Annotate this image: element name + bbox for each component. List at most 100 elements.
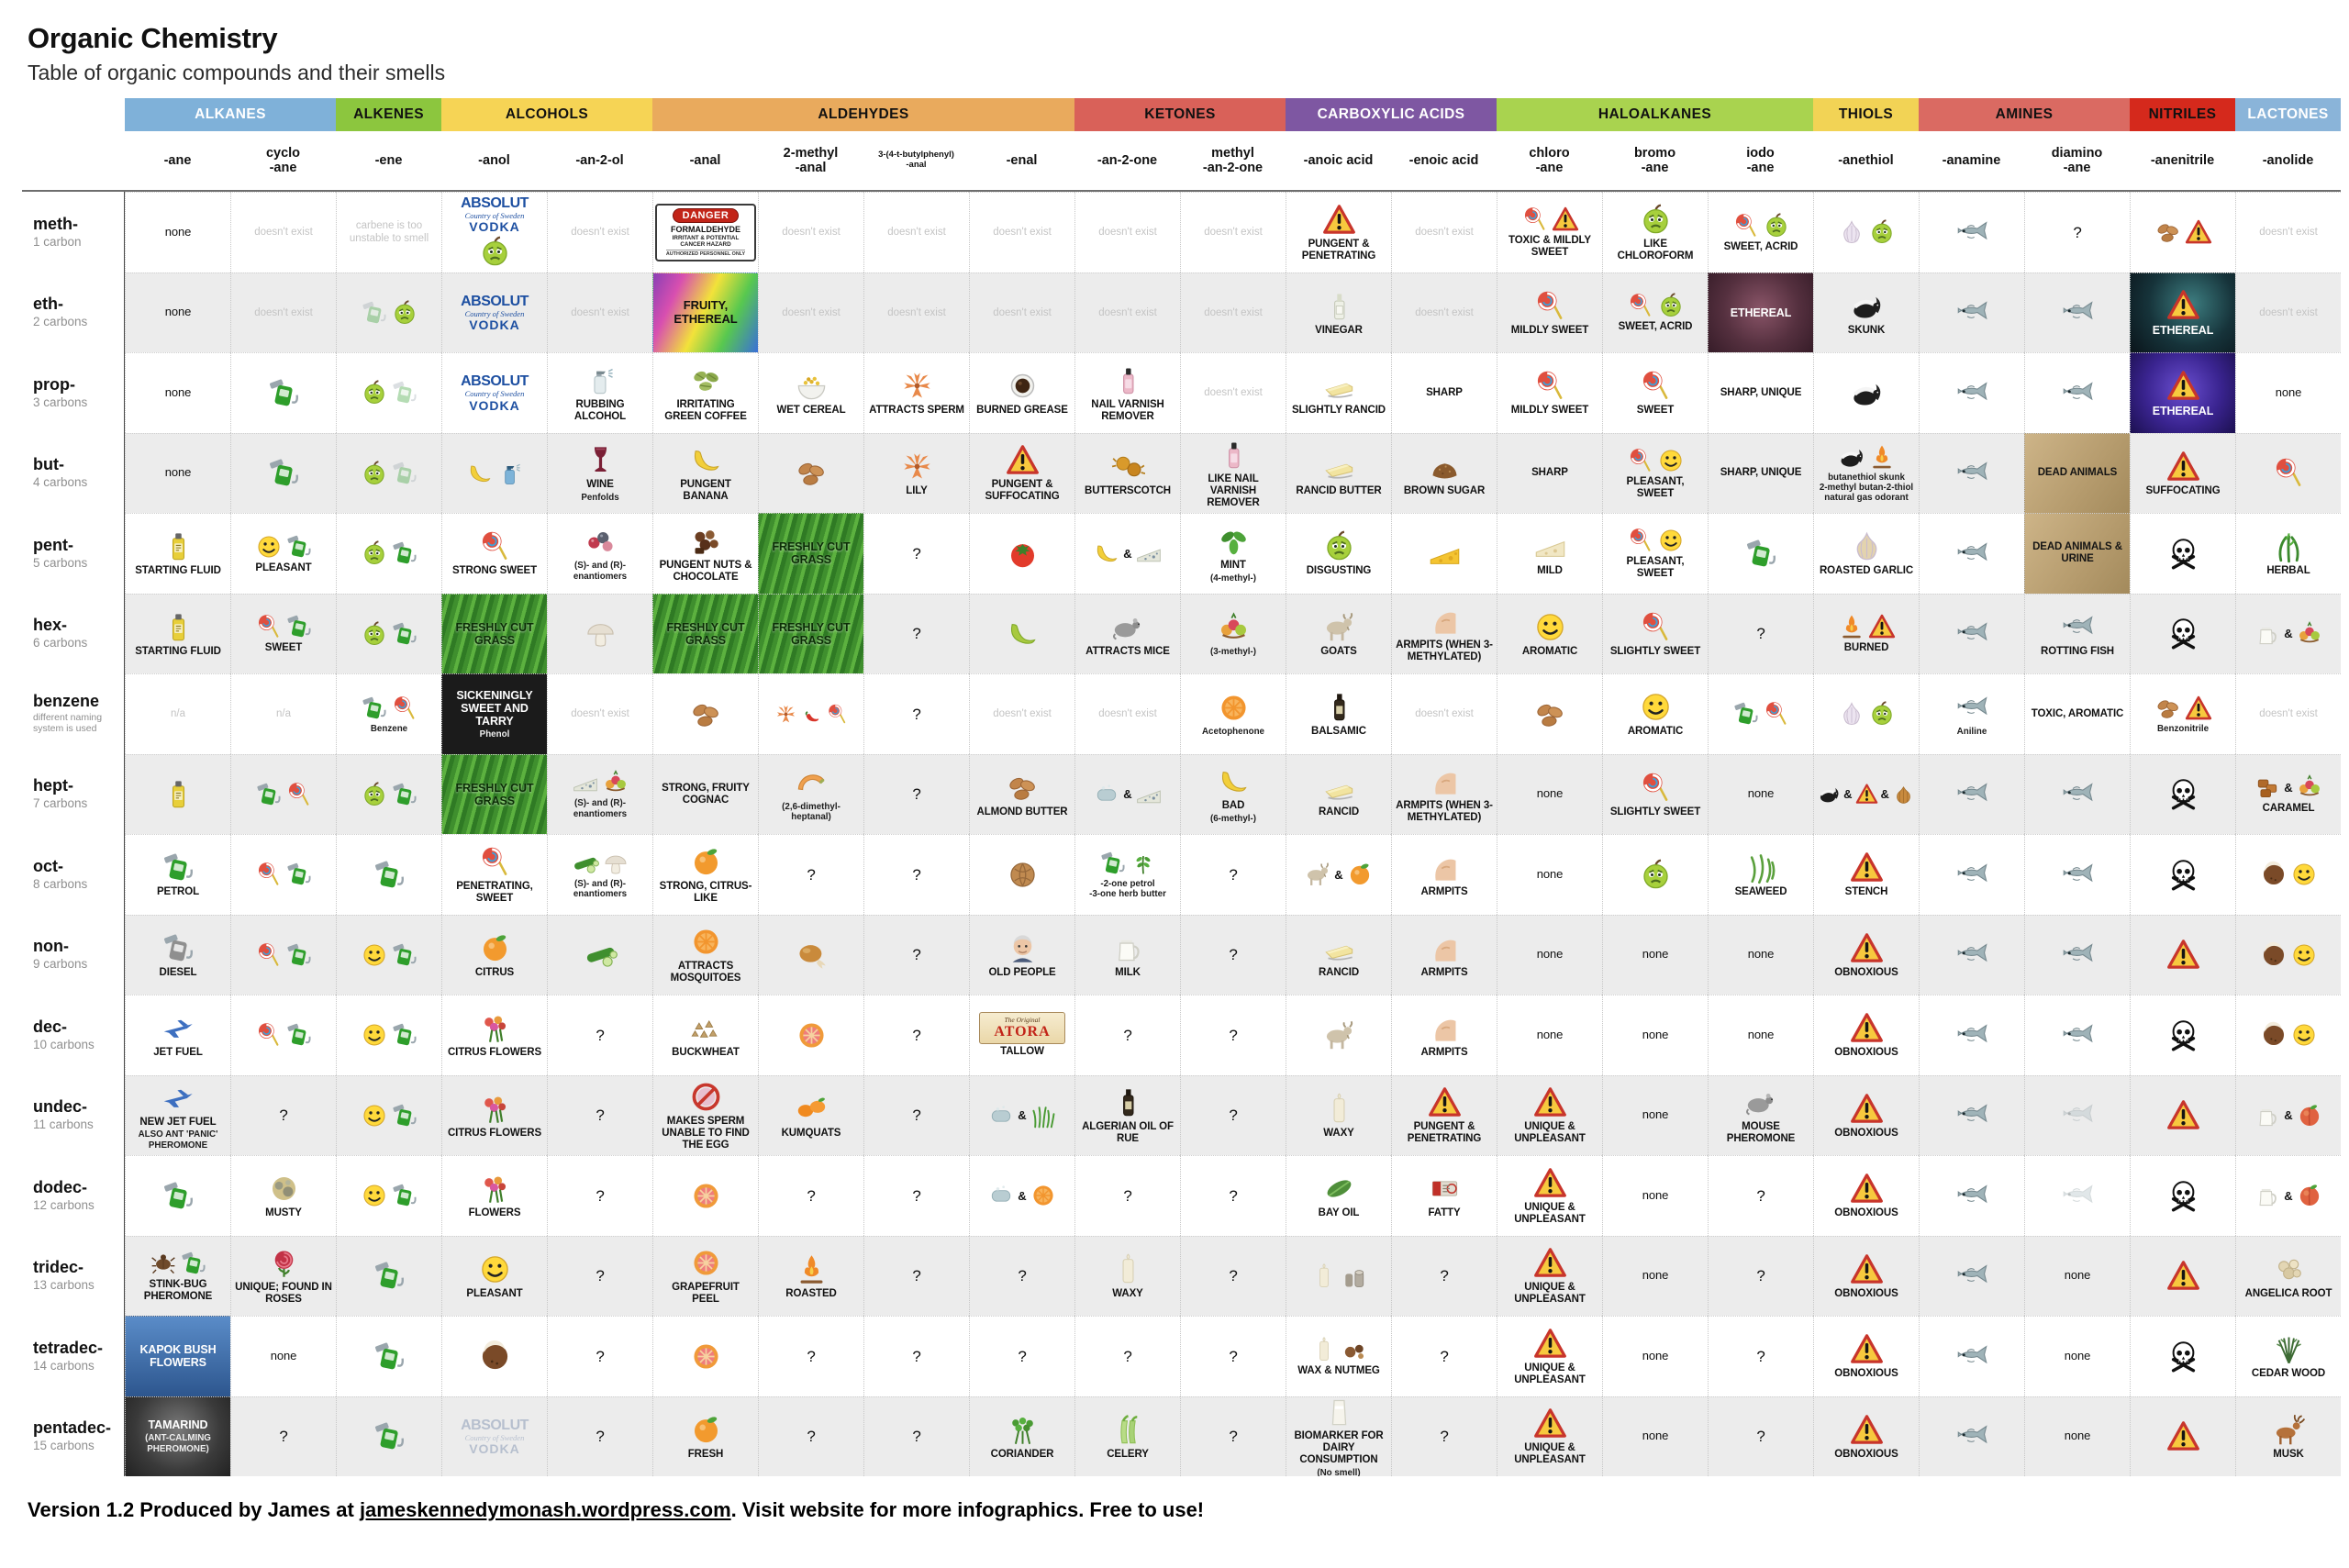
- skull-icon: [2166, 617, 2200, 651]
- cell-dec-ane: JET FUEL: [125, 995, 230, 1075]
- row-label-but: but- 4 carbons: [22, 432, 125, 513]
- cell-tetradec-2-methyl-anal: ?: [758, 1316, 863, 1396]
- cell-but-anal: PUNGENT BANANA: [652, 432, 758, 513]
- cell-meth-enoic-acid: doesn't exist: [1391, 192, 1497, 272]
- cell-hex-chloro-ane: AROMATIC: [1497, 593, 1602, 673]
- cell-hex-anol: FRESHLY CUT GRASS: [441, 593, 547, 673]
- cell-tetradec-anethiol: OBNOXIOUS: [1813, 1316, 1919, 1396]
- footer-link[interactable]: jameskennedymonash.wordpress.com: [359, 1498, 731, 1521]
- milk-icon: [2254, 1182, 2281, 1209]
- cell-label: ARMPITS: [1420, 966, 1468, 978]
- cell-label: DEAD ANIMALS: [2037, 467, 2118, 479]
- cell-dec-bromo-ane: none: [1602, 995, 1708, 1075]
- musty-icon: [267, 1172, 301, 1206]
- cell-label: STENCH: [1844, 886, 1888, 898]
- pump-icon: [285, 1021, 313, 1049]
- cell-oct-anamine: [1919, 834, 2024, 915]
- cell-note: doesn't exist: [571, 227, 629, 239]
- cell-label: TAMARIND: [148, 1418, 208, 1432]
- cell-but-ene: [336, 432, 441, 513]
- cell-label: LIKE CHLOROFORM: [1617, 238, 1694, 261]
- cell-benzene-3-4-t-butylphenyl-anal: ?: [863, 673, 969, 754]
- cell-dec-an-2-one: ?: [1074, 995, 1180, 1075]
- berries-icon: [584, 525, 618, 559]
- ampersand: &: [1123, 546, 1132, 561]
- cell-label: UNIQUE & UNPLEASANT: [1514, 1282, 1586, 1306]
- cell-hept-iodo-ane: none: [1708, 753, 1813, 834]
- cell-label: MILDLY SWEET: [1510, 324, 1589, 336]
- fish-icon: [1955, 295, 1989, 329]
- rose-icon: [267, 1246, 301, 1280]
- lollipop-icon: [478, 845, 512, 879]
- cell-oct-anoic-acid: &: [1286, 834, 1391, 915]
- fruit-basket-icon: [602, 769, 629, 796]
- pump-icon: [285, 941, 313, 969]
- cell-tridec-anal: GRAPEFRUIT PEEL: [652, 1235, 758, 1316]
- col-header-anamine: -anamine: [1919, 131, 2024, 192]
- cell-pent-methyl-an-2-one: MINT (4-methyl-): [1180, 513, 1286, 594]
- cell-label: none: [1536, 866, 1564, 881]
- cell-tridec-ane: STINK-BUG PHEROMONE: [125, 1235, 230, 1316]
- cell-label: ?: [1229, 1267, 1238, 1285]
- cell-pent-2-methyl-anal: FRESHLY CUT GRASS: [758, 513, 863, 594]
- cell-pentadec-bromo-ane: none: [1602, 1396, 1708, 1476]
- warning-icon: [2166, 450, 2200, 484]
- cell-tetradec-iodo-ane: ?: [1708, 1316, 1813, 1396]
- footer-pre: Version 1.2 Produced by James at: [28, 1498, 360, 1521]
- fish-icon: [1955, 1340, 1989, 1373]
- no-sign-icon: [689, 1080, 723, 1114]
- cell-eth-anal: FRUITY, ETHEREAL: [652, 272, 758, 352]
- cell-hept-an-2-ol: (S)- and (R)- enantiomers: [547, 753, 652, 834]
- cell-label: PUNGENT & PENETRATING: [1407, 1121, 1482, 1145]
- citrus-icon: [1346, 861, 1374, 888]
- nutmeg-icon: [1341, 1336, 1368, 1363]
- orange-icon: [1030, 1182, 1057, 1209]
- citrus-icon: [478, 931, 512, 965]
- lollipop-icon: [1533, 369, 1567, 403]
- cell-label: RANCID: [1318, 806, 1360, 817]
- herb-icon: [1130, 850, 1157, 877]
- cell-oct-an-2-one: -2-one petrol -3-one herb butter: [1074, 834, 1180, 915]
- cell-but-cyclo-ane: [230, 432, 336, 513]
- cell-non-ane: DIESEL: [125, 914, 230, 995]
- cell-label: ?: [1229, 1026, 1238, 1044]
- cell-label: KAPOK BUSH FLOWERS: [139, 1343, 217, 1370]
- cell-label: ?: [1440, 1347, 1449, 1365]
- cell-pent-3-4-t-butylphenyl-anal: ?: [863, 513, 969, 594]
- fish-icon: [1955, 938, 1989, 972]
- row-label-pentadec: pentadec- 15 carbons: [22, 1396, 125, 1476]
- cell-hex-ene: [336, 593, 441, 673]
- cell-label: FRESH: [687, 1448, 724, 1460]
- col-header-anol: -anol: [441, 131, 547, 192]
- cell-label: DISGUSTING: [1306, 565, 1372, 577]
- milk-glass-icon: [1322, 1396, 1356, 1429]
- cell-eth-3-4-t-butylphenyl-anal: doesn't exist: [863, 272, 969, 352]
- cell-label: FLOWERS: [468, 1207, 521, 1219]
- warning-icon: [1850, 851, 1884, 884]
- cell-oct-iodo-ane: SEAWEED: [1708, 834, 1813, 915]
- bottle-pink-icon: [1217, 438, 1251, 472]
- cell-hept-diamino-ane: [2024, 753, 2130, 834]
- cell-meth-cyclo-ane: doesn't exist: [230, 192, 336, 272]
- celery-icon: [1111, 1413, 1145, 1447]
- cell-benzene-cyclo-ane: n/a: [230, 673, 336, 754]
- cell-label: RANCID: [1318, 966, 1360, 978]
- melon-icon: [795, 766, 829, 800]
- mint-icon: [1217, 524, 1251, 558]
- butter-icon: [1322, 369, 1356, 403]
- lollipop-icon: [1533, 289, 1567, 323]
- warning-icon: [1533, 1327, 1567, 1361]
- cell-undec-ene: [336, 1074, 441, 1155]
- warning-icon: [1428, 1085, 1462, 1119]
- cell-note: n/a: [171, 708, 185, 720]
- cell-but-anol: [441, 432, 547, 513]
- cell-note: doesn't exist: [993, 306, 1052, 318]
- cell-prop-iodo-ane: SHARP, UNIQUE: [1708, 352, 1813, 433]
- col-header-an-2-ol: -an-2-ol: [547, 131, 652, 192]
- cell-subtext: ALSO ANT 'PANIC' PHEROMONE: [138, 1129, 218, 1151]
- cell-dec-ene: [336, 995, 441, 1075]
- row-label-dec: dec- 10 carbons: [22, 995, 125, 1075]
- group-header-amines: AMINES: [1919, 98, 2130, 131]
- cell-subtext: Benzene: [370, 723, 408, 734]
- cell-prop-chloro-ane: MILDLY SWEET: [1497, 352, 1602, 433]
